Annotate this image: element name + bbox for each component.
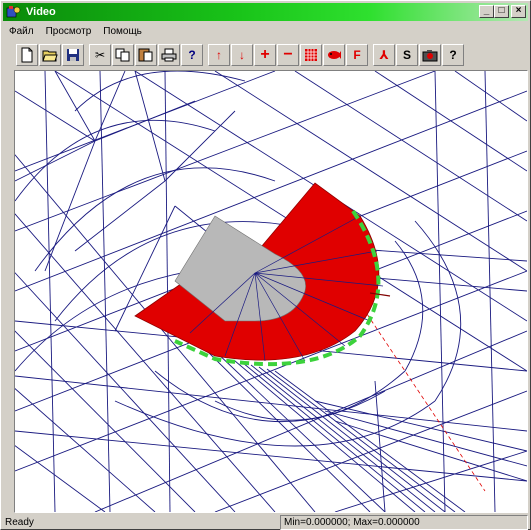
print-button[interactable] (158, 43, 180, 66)
grid-icon (305, 48, 317, 61)
arrow-up-icon: ↑ (216, 47, 222, 62)
zoom-out-button[interactable]: − (277, 43, 299, 66)
save-icon (67, 48, 79, 61)
open-button[interactable] (39, 43, 61, 66)
arrow-up-button[interactable]: ↑ (208, 43, 230, 66)
new-file-button[interactable] (16, 43, 38, 66)
help-context-icon: ? (188, 47, 196, 62)
green-boundary (174, 209, 381, 367)
arrow-down-icon: ↓ (239, 47, 245, 62)
arrow-down-button[interactable]: ↓ (231, 43, 253, 66)
f-button[interactable]: F (346, 43, 368, 66)
f-icon: F (353, 47, 361, 62)
s-button[interactable]: S (396, 43, 418, 66)
app-icon (6, 5, 22, 19)
fish-button[interactable] (323, 43, 345, 66)
menu-file[interactable]: Файл (9, 25, 34, 37)
marker-button[interactable]: ⅄ (373, 43, 395, 66)
center-spokes (189, 215, 384, 362)
close-button[interactable]: × (511, 5, 526, 18)
marker-tick (369, 292, 391, 297)
cut-icon: ✂ (94, 47, 106, 62)
menu-help[interactable]: Помощь (103, 25, 142, 37)
new-file-icon (21, 47, 33, 62)
paste-icon (138, 48, 153, 62)
camera-icon (422, 49, 438, 61)
status-ready-text: Ready (5, 516, 34, 528)
mesh-drawing (15, 71, 527, 512)
toolbar: ✂ ? ↑ ↓ + − F (16, 42, 464, 67)
camera-button[interactable] (419, 43, 441, 66)
menu-bar: Файл Просмотр Помощь (3, 22, 528, 40)
save-button[interactable] (62, 43, 84, 66)
marker-icon: ⅄ (379, 47, 389, 62)
zoom-in-button[interactable]: + (254, 43, 276, 66)
about-button[interactable]: ? (442, 43, 464, 66)
menu-view[interactable]: Просмотр (45, 25, 92, 37)
window-title: Video (26, 6, 56, 18)
print-icon (161, 48, 177, 61)
about-icon: ? (449, 47, 457, 62)
status-bar: Ready Min=0.000000; Max=0.000000 (3, 514, 528, 530)
zoom-in-plus-icon: + (260, 45, 270, 63)
title-bar[interactable]: Video _ □ × (3, 3, 528, 21)
red-guide-line (304, 220, 486, 492)
help-context-button[interactable]: ? (181, 43, 203, 66)
copy-button[interactable] (112, 43, 134, 66)
minimize-button[interactable]: _ (479, 5, 494, 18)
grid-button[interactable] (300, 43, 322, 66)
fish-icon (328, 50, 341, 59)
zoom-out-minus-icon: − (283, 45, 293, 63)
mesh-view-canvas[interactable] (14, 70, 528, 513)
cut-button[interactable]: ✂ (89, 43, 111, 66)
copy-icon (115, 48, 130, 61)
open-folder-icon (42, 50, 58, 61)
maximize-button[interactable]: □ (494, 5, 509, 18)
s-icon: S (402, 47, 411, 62)
gray-region (174, 215, 306, 322)
paste-button[interactable] (135, 43, 157, 66)
status-minmax-text: Min=0.000000; Max=0.000000 (280, 514, 528, 530)
